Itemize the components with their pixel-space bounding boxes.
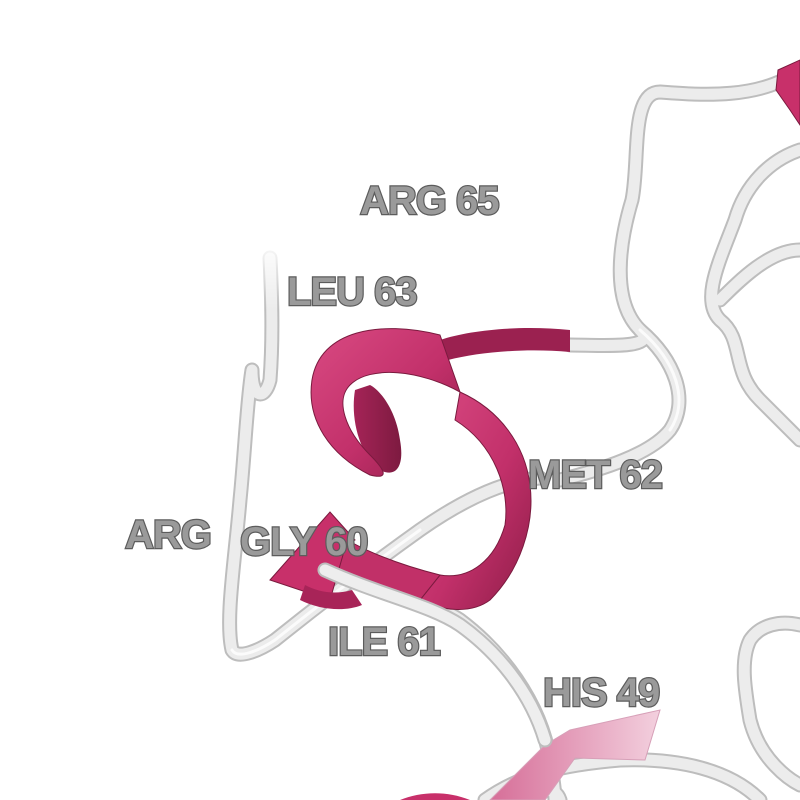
residue-labels: ARG 65 LEU 63 MET 62 ARG GLY 60 ILE 61 H… <box>124 178 664 716</box>
label-gly-60: GLY 60 <box>240 520 367 564</box>
label-his-49: HIS 49 <box>543 671 659 715</box>
beta-sheet <box>400 709 661 800</box>
label-met-62: MET 62 <box>528 453 662 497</box>
coil-backbone <box>222 62 800 800</box>
label-leu-63: LEU 63 <box>287 270 417 314</box>
strand-arrowhead <box>775 59 800 126</box>
label-ile-61: ILE 61 <box>328 620 441 664</box>
alpha-helix <box>269 328 570 610</box>
label-arg: ARG <box>125 513 211 557</box>
strand-fade <box>255 240 285 310</box>
label-arg-65: ARG 65 <box>360 179 499 223</box>
